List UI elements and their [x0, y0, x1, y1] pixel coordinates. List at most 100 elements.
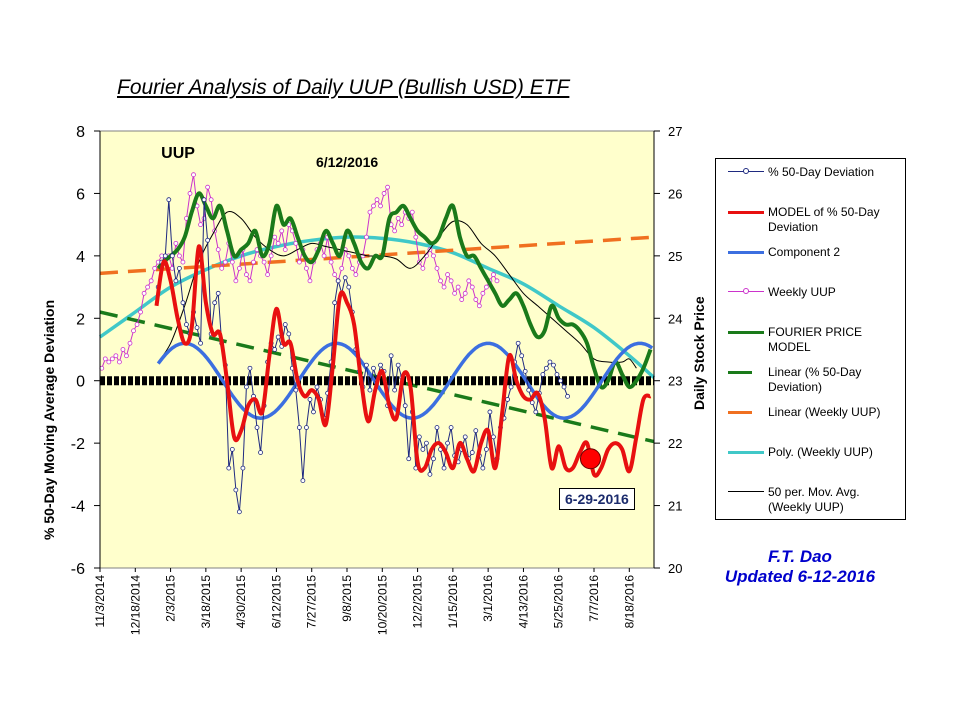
data-point — [127, 340, 133, 346]
data-point — [328, 259, 334, 265]
data-point — [367, 209, 373, 215]
x-tick-label: 3/18/2015 — [199, 575, 213, 629]
data-point — [438, 278, 443, 284]
data-point — [233, 278, 239, 284]
data-point — [378, 362, 383, 368]
data-point — [282, 322, 288, 327]
data-point — [462, 290, 468, 296]
legend-swatch-fourier — [728, 331, 764, 334]
data-point — [346, 253, 352, 259]
data-point — [434, 425, 440, 430]
data-point — [176, 265, 182, 271]
data-point — [311, 409, 316, 415]
data-point — [251, 259, 256, 265]
data-point — [201, 197, 207, 203]
data-point — [314, 384, 320, 390]
annotation-date: 6/12/2016 — [316, 154, 378, 170]
forecast-date-box: 6-29-2016 — [559, 488, 635, 510]
data-point — [184, 322, 189, 327]
y-tick-label: -6 — [71, 561, 85, 578]
data-point — [420, 265, 426, 271]
data-point — [399, 222, 405, 228]
data-point — [558, 378, 563, 384]
legend-label: Component 2 — [768, 245, 841, 259]
data-point — [180, 259, 186, 265]
y2-tick-label: 20 — [668, 561, 682, 576]
data-point — [455, 284, 461, 290]
data-point — [236, 265, 242, 271]
y-tick-label: 0 — [76, 374, 85, 391]
data-point — [194, 325, 200, 331]
data-point — [296, 259, 302, 265]
data-point — [515, 340, 521, 346]
data-point — [198, 222, 203, 228]
data-point — [296, 425, 302, 430]
x-tick-label: 8/18/2016 — [622, 575, 636, 629]
data-point — [244, 272, 249, 277]
data-point — [349, 265, 355, 271]
data-point — [131, 328, 136, 334]
data-point — [247, 365, 253, 371]
x-tick-label: 3/1/2016 — [481, 575, 495, 622]
data-point — [392, 228, 398, 234]
legend-label: MODEL of % 50-Day Deviation — [768, 205, 880, 234]
data-point — [205, 237, 211, 243]
data-point — [413, 234, 419, 240]
y-tick-label: 4 — [76, 249, 85, 266]
series-model-of-50-day-deviation — [154, 244, 652, 478]
data-point — [533, 409, 539, 415]
y-tick-label: -4 — [71, 499, 85, 516]
data-point — [402, 403, 408, 409]
data-point — [145, 284, 151, 290]
data-point — [212, 300, 218, 306]
data-point — [561, 384, 567, 390]
y-axis-title: % 50-Day Moving Average Deviation — [41, 300, 57, 540]
legend-label: FOURIER PRICE MODEL — [768, 325, 863, 354]
x-tick-label: 6/12/2015 — [269, 575, 283, 629]
series-layer — [99, 172, 656, 515]
data-point — [409, 209, 415, 215]
data-point — [445, 440, 450, 446]
x-tick-label: 4/13/2016 — [516, 575, 530, 629]
legend-marker-icon — [743, 288, 749, 294]
legend-marker-icon — [743, 168, 749, 174]
data-point — [494, 278, 500, 284]
data-point — [473, 297, 479, 302]
data-point — [378, 203, 383, 209]
legend-swatch-model — [728, 211, 764, 214]
x-tick-label: 1/15/2016 — [446, 575, 460, 629]
data-point — [152, 265, 158, 271]
data-point — [307, 397, 313, 402]
data-point — [124, 353, 129, 359]
data-point — [148, 278, 154, 284]
data-point — [505, 397, 510, 402]
data-point — [388, 353, 394, 359]
chart-title: Fourier Analysis of Daily UUP (Bullish U… — [117, 76, 570, 99]
data-point — [441, 284, 447, 290]
data-point — [466, 278, 472, 284]
data-point — [254, 425, 260, 430]
data-point — [487, 409, 493, 415]
data-point — [508, 384, 514, 390]
data-point — [258, 450, 263, 455]
data-point — [240, 465, 246, 471]
legend-label: Linear (% 50-Day Deviation) — [768, 365, 862, 394]
data-point — [395, 215, 401, 221]
y2-tick-label: 26 — [668, 186, 682, 201]
y-tick-label: -2 — [71, 436, 85, 453]
y-tick-label: 8 — [76, 124, 85, 141]
data-point — [268, 253, 274, 259]
data-point — [304, 265, 309, 271]
x-tick-label: 5/25/2016 — [552, 575, 566, 629]
data-point — [332, 272, 338, 277]
data-point — [448, 278, 454, 284]
series-component-2 — [156, 341, 654, 420]
y2-tick-label: 24 — [668, 311, 682, 326]
data-point — [469, 284, 475, 290]
data-point — [554, 372, 560, 377]
data-point — [476, 303, 482, 309]
data-point — [198, 340, 203, 346]
annotation-uup: UUP — [161, 145, 195, 162]
data-point — [406, 456, 412, 462]
